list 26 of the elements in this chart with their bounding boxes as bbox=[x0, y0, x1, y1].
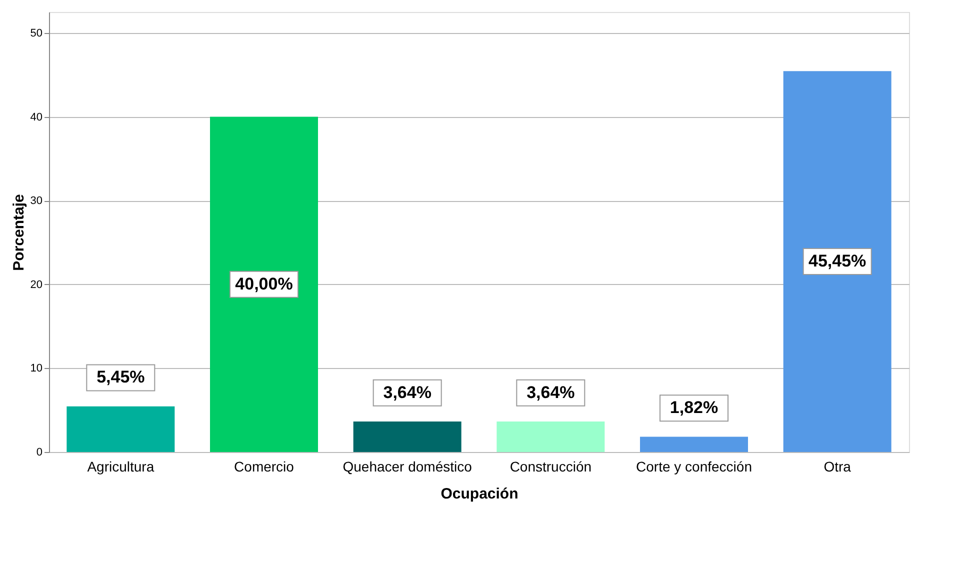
data-label: 40,00% bbox=[235, 274, 293, 294]
x-tick-label: Otra bbox=[824, 458, 852, 474]
x-tick-label: Corte y confección bbox=[636, 458, 752, 474]
x-axis-title: Ocupación bbox=[440, 486, 518, 502]
y-tick-label: 40 bbox=[30, 111, 42, 124]
data-label: 45,45% bbox=[808, 252, 866, 271]
bar bbox=[353, 421, 462, 452]
data-label: 5,45% bbox=[96, 368, 145, 387]
y-tick-label: 0 bbox=[36, 446, 42, 458]
y-tick-label: 50 bbox=[30, 27, 42, 40]
data-label: 3,64% bbox=[526, 382, 575, 402]
x-tick-label: Agricultura bbox=[87, 458, 154, 474]
data-label: 3,64% bbox=[383, 382, 432, 402]
bar bbox=[640, 436, 748, 452]
bar bbox=[66, 406, 175, 452]
y-tick-label: 10 bbox=[30, 362, 42, 375]
bar bbox=[783, 71, 892, 452]
bar bbox=[496, 421, 605, 452]
bar bbox=[210, 116, 318, 452]
data-label: 1,82% bbox=[670, 398, 718, 418]
x-tick-label: Construcción bbox=[510, 458, 592, 474]
x-tick-label: Quehacer doméstico bbox=[342, 458, 472, 474]
x-tick-label: Comercio bbox=[234, 458, 294, 474]
y-axis-title: Porcentaje bbox=[10, 194, 28, 271]
y-tick-label: 30 bbox=[30, 195, 42, 208]
y-tick-label: 20 bbox=[30, 278, 42, 291]
